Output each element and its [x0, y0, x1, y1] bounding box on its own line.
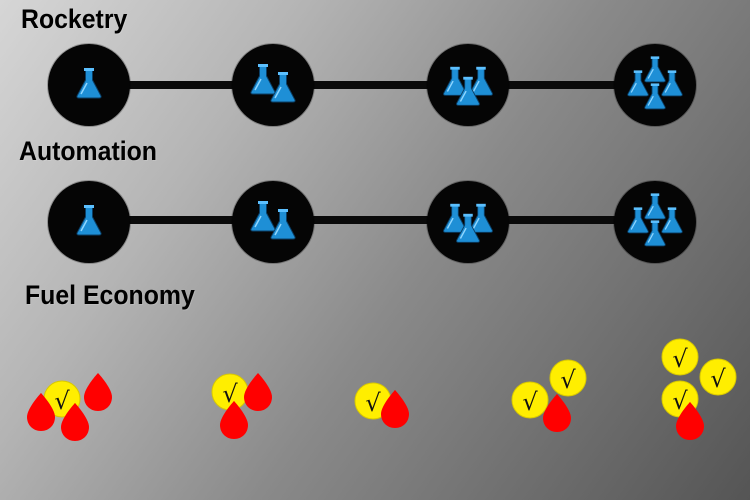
flask-icon	[443, 203, 493, 243]
coin-icon: √	[699, 358, 737, 396]
rocketry-tier-4-node[interactable]	[614, 44, 696, 126]
svg-text:√: √	[54, 387, 70, 415]
flask-icon	[443, 66, 493, 106]
automation-tier-1-node[interactable]	[48, 181, 130, 263]
coin-icon: √	[211, 373, 249, 411]
svg-text:√: √	[560, 366, 576, 394]
fuel-drop-icon	[220, 401, 248, 439]
flask-icon	[250, 64, 296, 103]
coin-icon: √	[661, 338, 699, 376]
rocketry-tier-2-node[interactable]	[232, 44, 314, 126]
rocketry-tier-1-node[interactable]	[48, 44, 130, 126]
fuel-economy-level-3[interactable]: √	[352, 378, 422, 438]
fuel-economy-level-4[interactable]: √ √	[510, 356, 600, 436]
flask-icon	[627, 193, 683, 247]
rocketry-title: Rocketry	[21, 4, 128, 34]
rocketry-track	[88, 81, 654, 89]
flask-icon	[627, 56, 683, 110]
svg-text:√: √	[672, 387, 688, 415]
fuel-drop-icon	[244, 373, 272, 411]
flask-icon	[76, 205, 102, 236]
fuel-drop-icon	[84, 373, 112, 411]
fuel-economy-level-2[interactable]: √	[210, 370, 280, 450]
fuel-economy-level-1[interactable]: √	[26, 370, 126, 450]
coin-icon: √	[549, 359, 587, 397]
fuel-economy-level-5[interactable]: √ √ √	[658, 336, 748, 446]
fuel-drop-icon	[61, 403, 89, 441]
coin-icon: √	[511, 381, 549, 419]
rocketry-tier-3-node[interactable]	[427, 44, 509, 126]
fuel-drop-icon	[676, 402, 704, 440]
automation-title: Automation	[19, 136, 157, 166]
automation-tier-4-node[interactable]	[614, 181, 696, 263]
svg-text:√: √	[365, 389, 381, 417]
fuel-drop-icon	[27, 393, 55, 431]
fuel-drop-icon	[543, 394, 571, 432]
fuel-drop-icon	[381, 390, 409, 428]
flask-icon	[250, 201, 296, 240]
svg-text:√: √	[522, 388, 538, 416]
automation-tier-2-node[interactable]	[232, 181, 314, 263]
svg-text:√: √	[672, 345, 688, 373]
automation-tier-3-node[interactable]	[427, 181, 509, 263]
automation-track	[88, 216, 654, 224]
flask-icon	[76, 68, 102, 99]
fuel-economy-title: Fuel Economy	[25, 280, 195, 310]
svg-text:√: √	[222, 380, 238, 408]
svg-text:√: √	[710, 365, 726, 393]
